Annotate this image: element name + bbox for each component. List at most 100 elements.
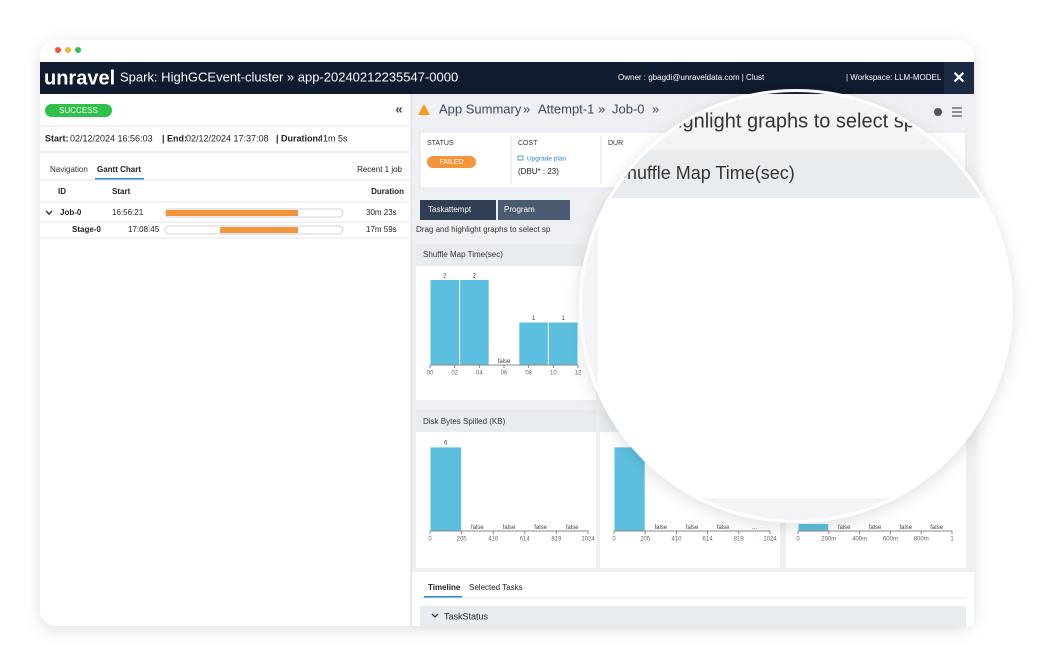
warning-icon bbox=[418, 104, 430, 115]
breadcrumb[interactable]: App Summary bbox=[439, 101, 522, 116]
bar bbox=[430, 280, 460, 365]
x-tick-label: 614 bbox=[703, 536, 714, 542]
chart-card-title-bar bbox=[416, 244, 596, 266]
summary-label: DUR bbox=[608, 140, 623, 147]
header-bar bbox=[40, 62, 974, 94]
section-title[interactable]: TaskStatus bbox=[444, 611, 489, 621]
row-id[interactable]: Job-0 bbox=[60, 208, 82, 217]
x-tick-label: 819 bbox=[551, 536, 562, 542]
bar bbox=[460, 280, 489, 365]
x-tick-label: 1 bbox=[950, 536, 954, 542]
duration-label: | Duration: bbox=[276, 133, 321, 143]
menu-icon[interactable] bbox=[952, 107, 962, 117]
chart-title: Disk Bytes Spilled (KB) bbox=[423, 417, 506, 426]
x-tick-label: 06 bbox=[501, 370, 508, 376]
value-label: ... bbox=[752, 525, 757, 531]
close-icon[interactable]: ✕ bbox=[952, 70, 965, 87]
close-button[interactable] bbox=[944, 62, 974, 94]
x-tick-label: 12 bbox=[575, 370, 582, 376]
window-dot bbox=[75, 47, 81, 53]
recent-jobs: Recent 1 job bbox=[357, 165, 402, 174]
tab-label[interactable]: Program bbox=[504, 205, 535, 214]
window-dot bbox=[65, 47, 71, 53]
value-label: false bbox=[471, 525, 484, 531]
value-label: false bbox=[717, 525, 730, 531]
app-title: Spark: HighGCEvent-cluster » app-2024021… bbox=[120, 69, 458, 84]
start-label: Start: bbox=[45, 133, 69, 143]
value-label: false bbox=[534, 525, 547, 531]
magnifier-chart-title: Shuffle Map Time(sec) bbox=[615, 163, 795, 183]
section-header[interactable] bbox=[420, 606, 966, 626]
tab-active[interactable] bbox=[420, 200, 496, 220]
bar bbox=[614, 447, 645, 531]
value-label: false bbox=[498, 359, 511, 365]
x-tick-label: 0 bbox=[612, 536, 616, 542]
value-label: 1 bbox=[562, 316, 566, 322]
breadcrumb[interactable]: Attempt-1 bbox=[538, 101, 594, 116]
end-value: 02/12/2024 17:37:08 bbox=[186, 133, 269, 143]
x-tick-label: 02 bbox=[451, 370, 458, 376]
value-label: false bbox=[838, 525, 851, 531]
bar bbox=[430, 447, 462, 531]
dbu: (DBU* : 23) bbox=[518, 167, 559, 176]
gantt-bar bbox=[220, 227, 298, 233]
failed-text: FAILED bbox=[439, 159, 463, 166]
breadcrumb[interactable]: Job-0 bbox=[612, 101, 645, 116]
row-id[interactable]: Stage-0 bbox=[72, 225, 101, 234]
row-duration: 30m 23s bbox=[366, 208, 397, 217]
column-header: Duration bbox=[371, 187, 404, 196]
tab[interactable] bbox=[498, 200, 570, 220]
value-label: false bbox=[686, 525, 699, 531]
x-tick-label: 410 bbox=[671, 536, 682, 542]
bar bbox=[548, 322, 578, 365]
x-tick-label: 400m bbox=[852, 536, 867, 542]
window-dot bbox=[55, 47, 61, 53]
row-start: 16:56:21 bbox=[112, 208, 144, 217]
value-label: false bbox=[930, 525, 943, 531]
chart-card-title-bar bbox=[416, 410, 596, 432]
x-tick-label: 1024 bbox=[581, 536, 595, 542]
upgrade-link[interactable]: Upgrade plan bbox=[527, 156, 566, 163]
x-tick-label: 00 bbox=[427, 370, 434, 376]
x-tick-label: 800m bbox=[914, 536, 929, 542]
row-duration: 17m 59s bbox=[366, 225, 397, 234]
expand-icon[interactable] bbox=[431, 613, 439, 618]
chart-title: Shuffle Map Time(sec) bbox=[423, 250, 503, 259]
owner: Owner : gbagdi@unraveldata.com | Clust bbox=[618, 73, 765, 82]
tab-active[interactable]: Gantt Chart bbox=[97, 165, 141, 174]
magnifier-hint: and highlight graphs to select sp bbox=[628, 110, 915, 132]
tab[interactable]: Selected Tasks bbox=[469, 583, 523, 592]
hint: Drag and highlight graphs to select sp bbox=[416, 225, 551, 234]
start-value: 02/12/2024 16:56:03 bbox=[70, 133, 153, 143]
tab-label[interactable]: Taskattempt bbox=[428, 205, 472, 214]
duration-value: 41m 5s bbox=[318, 133, 348, 143]
collapse-button[interactable]: « bbox=[395, 101, 402, 116]
x-tick-label: 0 bbox=[796, 536, 800, 542]
info-icon[interactable] bbox=[934, 108, 942, 116]
expand-icon[interactable] bbox=[45, 210, 53, 215]
x-tick-label: 614 bbox=[520, 536, 531, 542]
x-tick-label: 200m bbox=[821, 536, 836, 542]
tab-active[interactable]: Timeline bbox=[428, 583, 461, 592]
value-label: 6 bbox=[444, 441, 448, 447]
bar bbox=[798, 524, 829, 531]
x-tick-label: 04 bbox=[476, 370, 483, 376]
x-tick-label: 600m bbox=[883, 536, 898, 542]
x-tick-label: 1024 bbox=[763, 536, 777, 542]
x-tick-label: 205 bbox=[640, 536, 651, 542]
x-tick-label: 0 bbox=[428, 536, 432, 542]
magnifier: and highlight graphs to select sp Shuffl… bbox=[582, 92, 1010, 520]
tab[interactable]: Navigation bbox=[50, 165, 88, 174]
x-tick-label: 10 bbox=[550, 370, 557, 376]
lock-icon bbox=[517, 155, 524, 161]
x-tick-label: 410 bbox=[488, 536, 499, 542]
value-label: false bbox=[503, 525, 516, 531]
x-tick-label: 819 bbox=[734, 536, 745, 542]
x-tick-label: 205 bbox=[457, 536, 468, 542]
value-label: false bbox=[654, 525, 667, 531]
column-header: ID bbox=[58, 187, 66, 196]
value-label: false bbox=[869, 525, 882, 531]
value-label: false bbox=[566, 525, 579, 531]
